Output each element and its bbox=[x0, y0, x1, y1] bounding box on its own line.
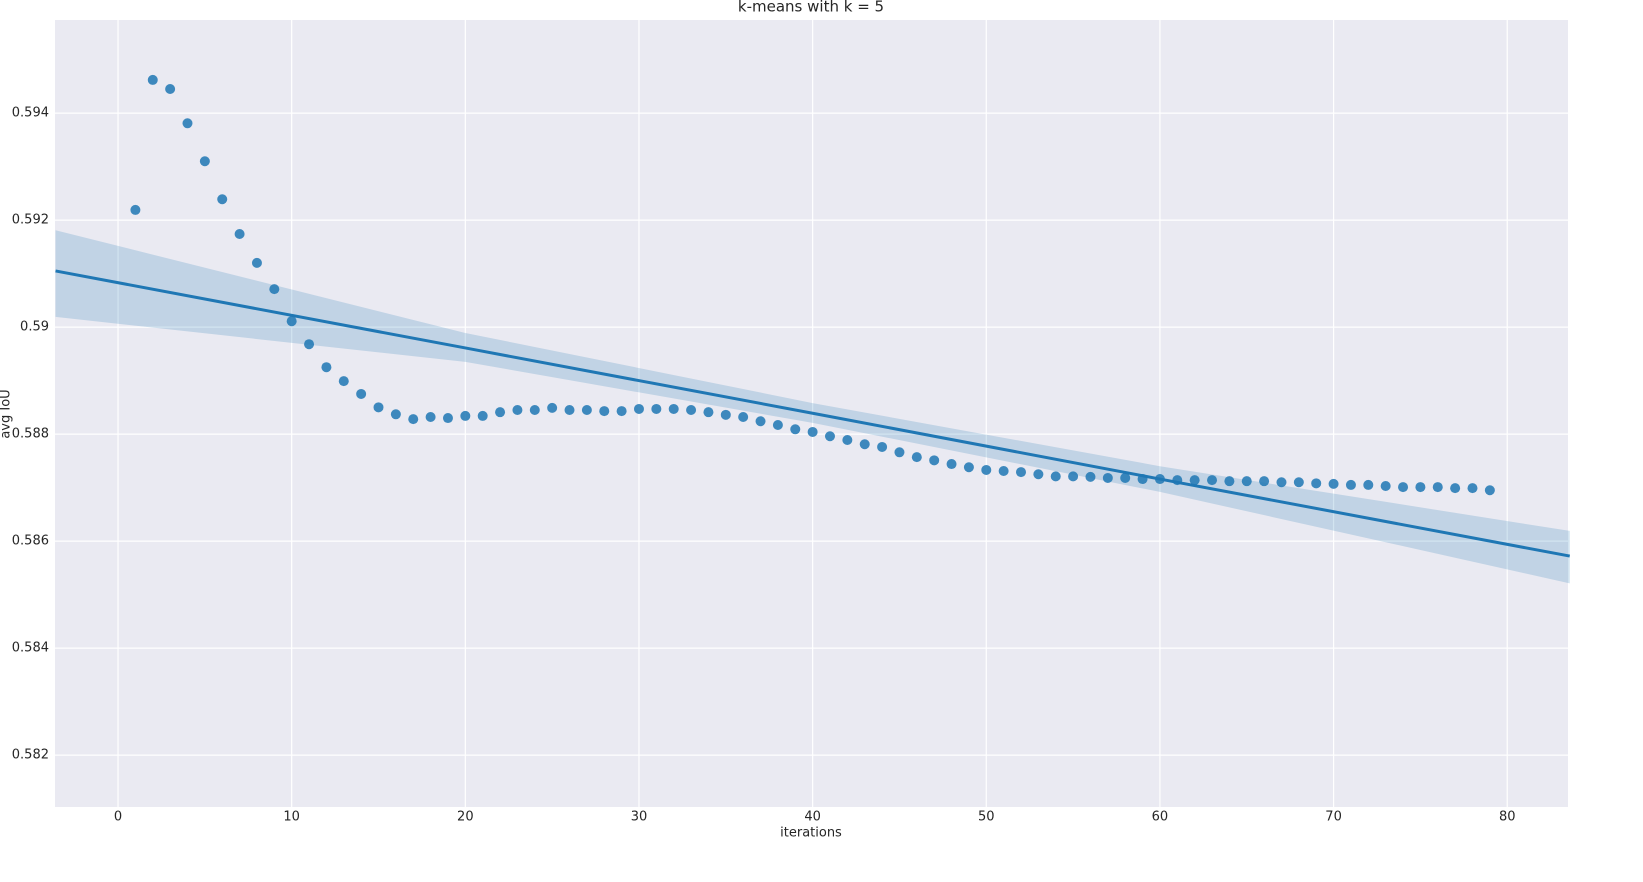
data-point bbox=[1450, 483, 1461, 494]
data-point bbox=[772, 420, 783, 431]
y-tick-label: 0.59 bbox=[20, 320, 49, 335]
data-point bbox=[894, 447, 905, 458]
data-point bbox=[703, 407, 714, 418]
data-point bbox=[1415, 482, 1426, 493]
data-point bbox=[720, 409, 731, 420]
data-point bbox=[251, 257, 262, 268]
data-point bbox=[286, 316, 297, 327]
data-point bbox=[182, 118, 193, 129]
data-point bbox=[1120, 472, 1131, 483]
data-point bbox=[477, 410, 488, 421]
data-point bbox=[199, 156, 210, 167]
data-point bbox=[1380, 480, 1391, 491]
data-point bbox=[1345, 479, 1356, 490]
x-tick-label: 70 bbox=[1325, 810, 1342, 825]
x-tick-label: 50 bbox=[978, 810, 995, 825]
chart-title: k-means with k = 5 bbox=[738, 0, 884, 16]
data-point bbox=[755, 416, 766, 427]
data-point bbox=[668, 403, 679, 414]
data-point bbox=[616, 406, 627, 417]
x-tick-label: 30 bbox=[631, 810, 648, 825]
y-axis-label: avg IoU bbox=[0, 389, 14, 438]
data-point bbox=[686, 405, 697, 416]
x-tick-label: 40 bbox=[804, 810, 821, 825]
data-point bbox=[1484, 485, 1495, 496]
data-point bbox=[547, 402, 558, 413]
data-point bbox=[1259, 476, 1270, 487]
y-tick-label: 0.584 bbox=[12, 641, 49, 656]
data-point bbox=[1467, 483, 1478, 494]
data-point bbox=[147, 74, 158, 85]
data-point bbox=[929, 455, 940, 466]
data-point bbox=[824, 431, 835, 442]
data-point bbox=[651, 403, 662, 414]
data-point bbox=[859, 439, 870, 450]
data-point bbox=[1363, 479, 1374, 490]
data-point bbox=[1068, 471, 1079, 482]
y-tick-label: 0.588 bbox=[12, 427, 49, 442]
x-tick-label: 20 bbox=[457, 810, 474, 825]
data-point bbox=[998, 466, 1009, 477]
data-point bbox=[1241, 476, 1252, 487]
data-point bbox=[304, 339, 315, 350]
data-point bbox=[1050, 471, 1061, 482]
data-point bbox=[963, 462, 974, 473]
data-point bbox=[442, 413, 453, 424]
data-point bbox=[495, 407, 506, 418]
x-tick-label: 10 bbox=[283, 810, 300, 825]
data-point bbox=[130, 204, 141, 215]
data-point bbox=[269, 284, 280, 295]
data-point bbox=[946, 459, 957, 470]
y-tick-label: 0.592 bbox=[12, 213, 49, 228]
data-point bbox=[217, 194, 228, 205]
data-point bbox=[529, 405, 540, 416]
data-point bbox=[1293, 477, 1304, 488]
data-point bbox=[1207, 475, 1218, 486]
data-point bbox=[373, 402, 384, 413]
y-tick-label: 0.582 bbox=[12, 748, 49, 763]
x-tick-label: 80 bbox=[1499, 810, 1516, 825]
data-point bbox=[460, 410, 471, 421]
data-point bbox=[1276, 477, 1287, 488]
data-point bbox=[842, 434, 853, 445]
data-point bbox=[807, 426, 818, 437]
data-point bbox=[1085, 471, 1096, 482]
data-point bbox=[234, 229, 245, 240]
data-point bbox=[633, 403, 644, 414]
data-point bbox=[408, 414, 419, 425]
data-point bbox=[1224, 476, 1235, 487]
data-point bbox=[981, 464, 992, 475]
data-point bbox=[1328, 478, 1339, 489]
data-point bbox=[165, 84, 176, 95]
data-point bbox=[390, 409, 401, 420]
x-axis-label: iterations bbox=[780, 826, 842, 841]
data-point bbox=[738, 411, 749, 422]
data-point bbox=[1102, 472, 1113, 483]
data-point bbox=[425, 411, 436, 422]
data-point bbox=[1398, 482, 1409, 493]
data-point bbox=[1189, 475, 1200, 486]
data-point bbox=[877, 441, 888, 452]
data-point bbox=[321, 362, 332, 373]
data-point bbox=[581, 405, 592, 416]
data-point bbox=[911, 452, 922, 463]
y-tick-label: 0.586 bbox=[12, 534, 49, 549]
confidence-band bbox=[55, 230, 1570, 584]
x-tick-label: 60 bbox=[1152, 810, 1169, 825]
data-point bbox=[356, 388, 367, 399]
data-point bbox=[1016, 467, 1027, 478]
data-point bbox=[512, 405, 523, 416]
data-point bbox=[790, 424, 801, 435]
data-point bbox=[1311, 478, 1322, 489]
data-point bbox=[338, 376, 349, 387]
x-tick-label: 0 bbox=[114, 810, 122, 825]
regression-line bbox=[55, 269, 1571, 558]
data-point bbox=[564, 405, 575, 416]
data-point bbox=[1033, 469, 1044, 480]
data-point bbox=[599, 406, 610, 417]
y-tick-label: 0.594 bbox=[12, 106, 49, 121]
data-point bbox=[1432, 482, 1443, 493]
